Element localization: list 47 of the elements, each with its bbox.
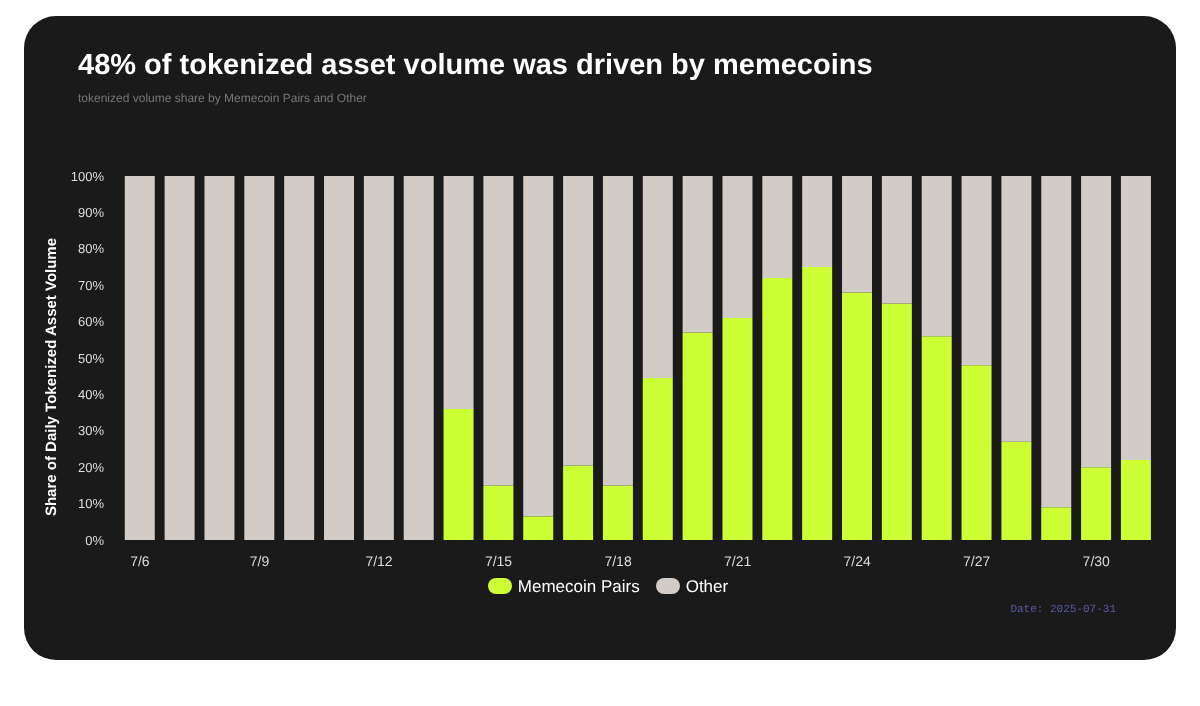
bar [682, 176, 713, 333]
bar [961, 365, 992, 540]
bar [483, 485, 514, 540]
bar [642, 176, 673, 379]
bar [324, 176, 355, 540]
bar [1120, 176, 1151, 460]
bar [523, 176, 554, 517]
bar [602, 485, 633, 540]
bar [363, 176, 394, 540]
bar [284, 176, 315, 540]
bar [921, 336, 952, 540]
bar [204, 176, 235, 540]
bar [722, 176, 753, 318]
bar [124, 176, 155, 540]
bar [762, 176, 793, 278]
bar [881, 176, 912, 304]
bar [682, 332, 713, 540]
bar [842, 292, 873, 540]
legend-label: Other [685, 576, 729, 596]
bar [842, 176, 873, 293]
bar [443, 176, 474, 409]
bar [1081, 467, 1112, 540]
bar [642, 378, 673, 540]
bar [722, 317, 753, 540]
bar [483, 176, 514, 486]
bar [523, 516, 554, 540]
bar [1001, 441, 1032, 540]
bar [921, 176, 952, 337]
bar [1001, 176, 1032, 442]
bar [961, 176, 992, 366]
bar [802, 267, 833, 540]
bar [881, 303, 912, 540]
bar [563, 176, 594, 466]
bar [802, 176, 833, 267]
bar [762, 277, 793, 540]
bar [403, 176, 434, 540]
bar [602, 176, 633, 486]
chart-title: 48% of tokenized asset volume was driven by memecoins [78, 50, 873, 82]
bar [1041, 507, 1072, 540]
bar [164, 176, 195, 540]
bar [563, 465, 594, 540]
bar [244, 176, 275, 540]
legend-label: Memecoin Pairs [517, 576, 640, 596]
bar [1041, 176, 1072, 508]
bar [443, 408, 474, 540]
bar [1081, 176, 1112, 468]
bar [1120, 459, 1151, 540]
